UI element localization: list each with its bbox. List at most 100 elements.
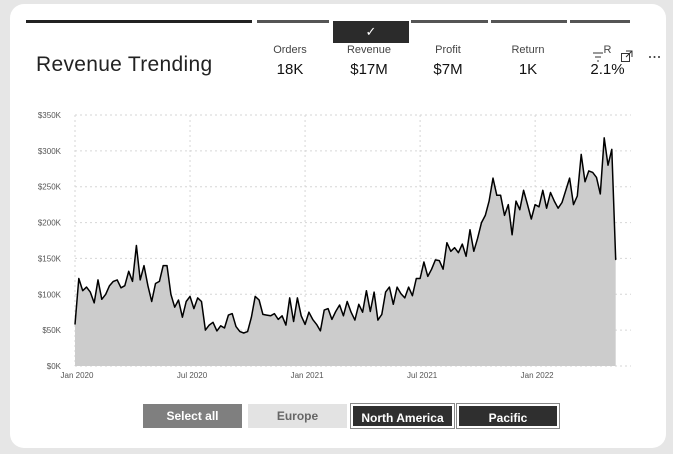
kpi-orders-value: 18K: [276, 61, 304, 78]
data-point: [465, 255, 467, 257]
data-point: [147, 285, 149, 287]
kpi-revenue[interactable]: Revenue $17M: [334, 44, 404, 78]
data-point: [228, 314, 229, 316]
data-point: [346, 301, 348, 302]
kpi-profit[interactable]: Profit $7M: [413, 44, 483, 78]
focus-mode-icon[interactable]: [620, 50, 633, 63]
data-point: [178, 299, 179, 301]
kpi-profit-value: $7M: [433, 61, 463, 78]
slicer-pacific[interactable]: Pacific: [456, 403, 560, 429]
kpi-return[interactable]: Return 1K: [493, 44, 563, 78]
kpi-return-label: Return: [511, 44, 545, 56]
data-point: [435, 259, 436, 261]
data-point: [458, 252, 459, 254]
data-point: [308, 311, 310, 313]
data-point: [550, 192, 551, 193]
data-point: [189, 296, 191, 297]
data-point: [262, 314, 264, 315]
data-point: [212, 321, 214, 323]
data-point: [89, 291, 91, 293]
data-point: [239, 331, 241, 332]
data-point: [423, 261, 425, 263]
data-point: [277, 319, 279, 320]
kpi-return-rate-value: 2.1%: [590, 61, 625, 78]
data-point: [584, 181, 586, 183]
data-point: [569, 177, 570, 179]
data-point: [285, 324, 287, 326]
data-point: [362, 311, 363, 313]
data-point: [251, 316, 252, 318]
kpi-revenue-value: $17M: [350, 61, 388, 78]
kpi-tab-return-underline[interactable]: [491, 20, 567, 23]
selected-kpi-check[interactable]: ✓: [333, 21, 409, 43]
filter-icon[interactable]: [592, 51, 604, 63]
data-point: [603, 137, 605, 139]
data-point: [101, 298, 103, 300]
slicer-europe[interactable]: Europe: [248, 404, 347, 428]
kpi-orders[interactable]: Orders 18K: [255, 44, 325, 78]
data-point: [235, 326, 237, 327]
data-point: [553, 200, 555, 202]
more-options-icon[interactable]: [648, 55, 661, 59]
kpi-tab-r-underline[interactable]: [570, 20, 630, 23]
data-point: [381, 314, 383, 315]
data-point: [473, 250, 475, 252]
data-point: [369, 311, 371, 312]
data-point: [396, 286, 398, 288]
data-point: [197, 297, 199, 299]
data-point: [258, 299, 260, 301]
slicer-select-all[interactable]: Select all: [143, 404, 242, 428]
data-point: [132, 281, 133, 282]
data-point: [538, 206, 540, 208]
data-point: [477, 237, 478, 239]
data-point: [97, 279, 99, 281]
data-point: [274, 313, 275, 314]
title-underline: [26, 20, 252, 23]
data-point: [427, 276, 429, 277]
data-point: [588, 170, 590, 172]
data-point: [109, 285, 110, 287]
kpi-return-rate[interactable]: R 2.1%: [585, 44, 630, 78]
data-point: [270, 315, 271, 317]
data-point: [523, 189, 524, 191]
kpi-tab-orders-underline[interactable]: [257, 20, 329, 23]
data-point: [511, 234, 513, 236]
data-point: [216, 330, 218, 332]
data-point: [205, 329, 206, 331]
data-point: [300, 315, 302, 317]
kpi-tab-profit-underline[interactable]: [411, 20, 488, 23]
data-point: [389, 286, 390, 288]
data-point: [208, 324, 210, 326]
data-point: [155, 283, 156, 284]
data-point: [139, 279, 141, 281]
data-point: [507, 204, 509, 206]
y-tick-label: $50K: [42, 326, 61, 335]
data-point: [151, 301, 153, 302]
data-point: [266, 314, 268, 316]
data-point: [143, 265, 145, 266]
kpi-orders-label: Orders: [273, 44, 307, 56]
data-point: [166, 265, 168, 266]
data-point: [93, 302, 95, 304]
data-point: [185, 301, 187, 302]
data-point: [297, 297, 298, 299]
data-point: [136, 245, 137, 246]
slicer-north-america[interactable]: North America: [350, 403, 455, 429]
data-point: [350, 311, 352, 313]
data-point: [488, 200, 490, 202]
data-point: [446, 242, 448, 244]
data-point: [404, 297, 406, 299]
data-point: [174, 306, 176, 308]
data-point: [546, 207, 547, 209]
revenue-line: [74, 137, 617, 334]
data-point: [182, 316, 183, 318]
data-point: [607, 164, 609, 166]
data-point: [254, 296, 256, 297]
data-point: [580, 154, 582, 155]
y-tick-label: $350K: [38, 111, 62, 120]
data-point: [442, 268, 444, 270]
data-point: [596, 177, 597, 178]
data-point: [323, 309, 325, 311]
data-point: [343, 315, 344, 317]
data-point: [281, 315, 283, 317]
